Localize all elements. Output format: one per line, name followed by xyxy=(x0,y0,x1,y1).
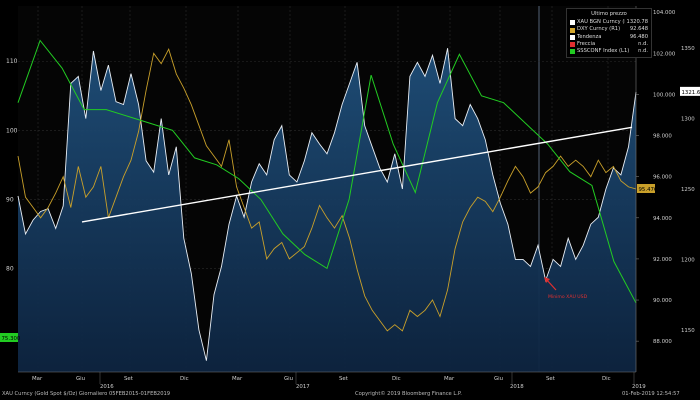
legend-row: Freccia n.d. xyxy=(570,41,648,48)
r2-tick-label: 1350 xyxy=(681,46,695,52)
legend-row: DXY Curncy (R1) 92.648 xyxy=(570,26,648,33)
x-tick-label: Mar xyxy=(444,376,455,382)
r1-tick-label: 92.000 xyxy=(653,257,672,263)
x-year-label: 2019 xyxy=(632,384,646,390)
xau-value-tag: 1321.65 xyxy=(682,90,700,96)
r2-tick-label: 1150 xyxy=(681,328,695,334)
r1-tick-label: 98.000 xyxy=(653,134,672,140)
r1-tick-label: 102.000 xyxy=(653,51,676,57)
x-tick-label: Dic xyxy=(180,376,189,382)
legend-series-name: DXY Curncy (R1) xyxy=(577,26,621,33)
xau-area xyxy=(18,48,636,372)
x-tick-label: Set xyxy=(339,376,348,382)
r1-tick-label: 104.000 xyxy=(653,10,676,16)
x-year-label: 2018 xyxy=(510,384,524,390)
r1-tick-label: 90.000 xyxy=(653,298,672,304)
x-year-label: 2017 xyxy=(296,384,310,390)
x-tick-label: Giu xyxy=(494,376,503,382)
legend-row: Tendenza 96.480 xyxy=(570,34,648,41)
x-tick-label: Giu xyxy=(284,376,293,382)
sentiment-value-tag-bg xyxy=(0,333,18,342)
legend-series-value: n.d. xyxy=(638,40,648,47)
x-tick-label: Mar xyxy=(32,376,43,382)
legend-series-value: 96.480 xyxy=(629,33,648,40)
x-tick-label: Dic xyxy=(392,376,401,382)
r1-tick-label: 96.000 xyxy=(653,175,672,181)
footer-ticker: XAU Curncy (Gold Spot $/Oz) Giornaliero … xyxy=(2,391,171,397)
sentiment-line xyxy=(17,39,637,304)
legend-series-name: Freccia xyxy=(577,40,596,47)
r1-tick-label: 94.000 xyxy=(653,216,672,222)
r2-tick-label: 1300 xyxy=(681,117,695,123)
xau-line xyxy=(17,48,637,361)
legend-series-name: Tendenza xyxy=(577,33,602,40)
legend-series-name: SSSCONF Index (L1) xyxy=(577,48,630,55)
r2-tick-label: 1250 xyxy=(681,187,695,193)
legend-swatch xyxy=(570,49,575,55)
legend-series-name: XAU BGN Curncy (R2) xyxy=(577,19,625,26)
x-year-label: 2016 xyxy=(100,384,114,390)
x-tick-label: Set xyxy=(546,376,555,382)
legend-series-value: 1320.78 xyxy=(626,19,648,26)
r2-tick-label: 1200 xyxy=(681,257,695,263)
legend-row: SSSCONF Index (L1) n.d. xyxy=(570,48,648,55)
left-tick-label: 90 xyxy=(6,196,14,203)
legend-swatch xyxy=(570,34,575,40)
legend-title: Ultimo prezzo xyxy=(591,11,627,17)
x-tick-label: Mar xyxy=(232,376,243,382)
dxy-value-tag-bg xyxy=(637,184,655,193)
trend-line xyxy=(81,126,633,223)
r1-tick-label: 88.000 xyxy=(653,339,672,345)
legend-box: Ultimo prezzo XAU BGN Curncy (R2)1320.78… xyxy=(566,8,652,59)
annotation-arrowhead xyxy=(544,277,550,283)
legend-row: XAU BGN Curncy (R2)1320.78 xyxy=(570,19,648,26)
sentiment-value-tag: 75.300 xyxy=(2,336,21,342)
left-tick-label: 80 xyxy=(6,265,14,272)
xau-value-tag-bg xyxy=(680,86,700,96)
footer-timestamp: 01-Feb-2019 12:54:57 xyxy=(622,391,680,397)
annotation-label: Minimo XAU USD xyxy=(548,294,588,300)
left-tick-label: 100 xyxy=(6,127,18,134)
legend-series-value: 92.648 xyxy=(629,26,648,33)
legend-swatch xyxy=(570,41,575,47)
legend-series-value: n.d. xyxy=(638,48,648,55)
legend-swatch xyxy=(570,27,575,33)
x-tick-label: Dic xyxy=(602,376,611,382)
left-tick-label: 110 xyxy=(6,58,18,65)
r1-tick-label: 100.000 xyxy=(653,92,676,98)
x-tick-label: Giu xyxy=(76,376,85,382)
legend-swatch xyxy=(570,20,575,26)
dxy-value-tag: 95.476 xyxy=(639,187,658,193)
x-tick-label: Set xyxy=(124,376,133,382)
dxy-line xyxy=(17,48,637,332)
footer-copyright: Copyright© 2019 Bloomberg Finance L.P. xyxy=(355,391,462,397)
